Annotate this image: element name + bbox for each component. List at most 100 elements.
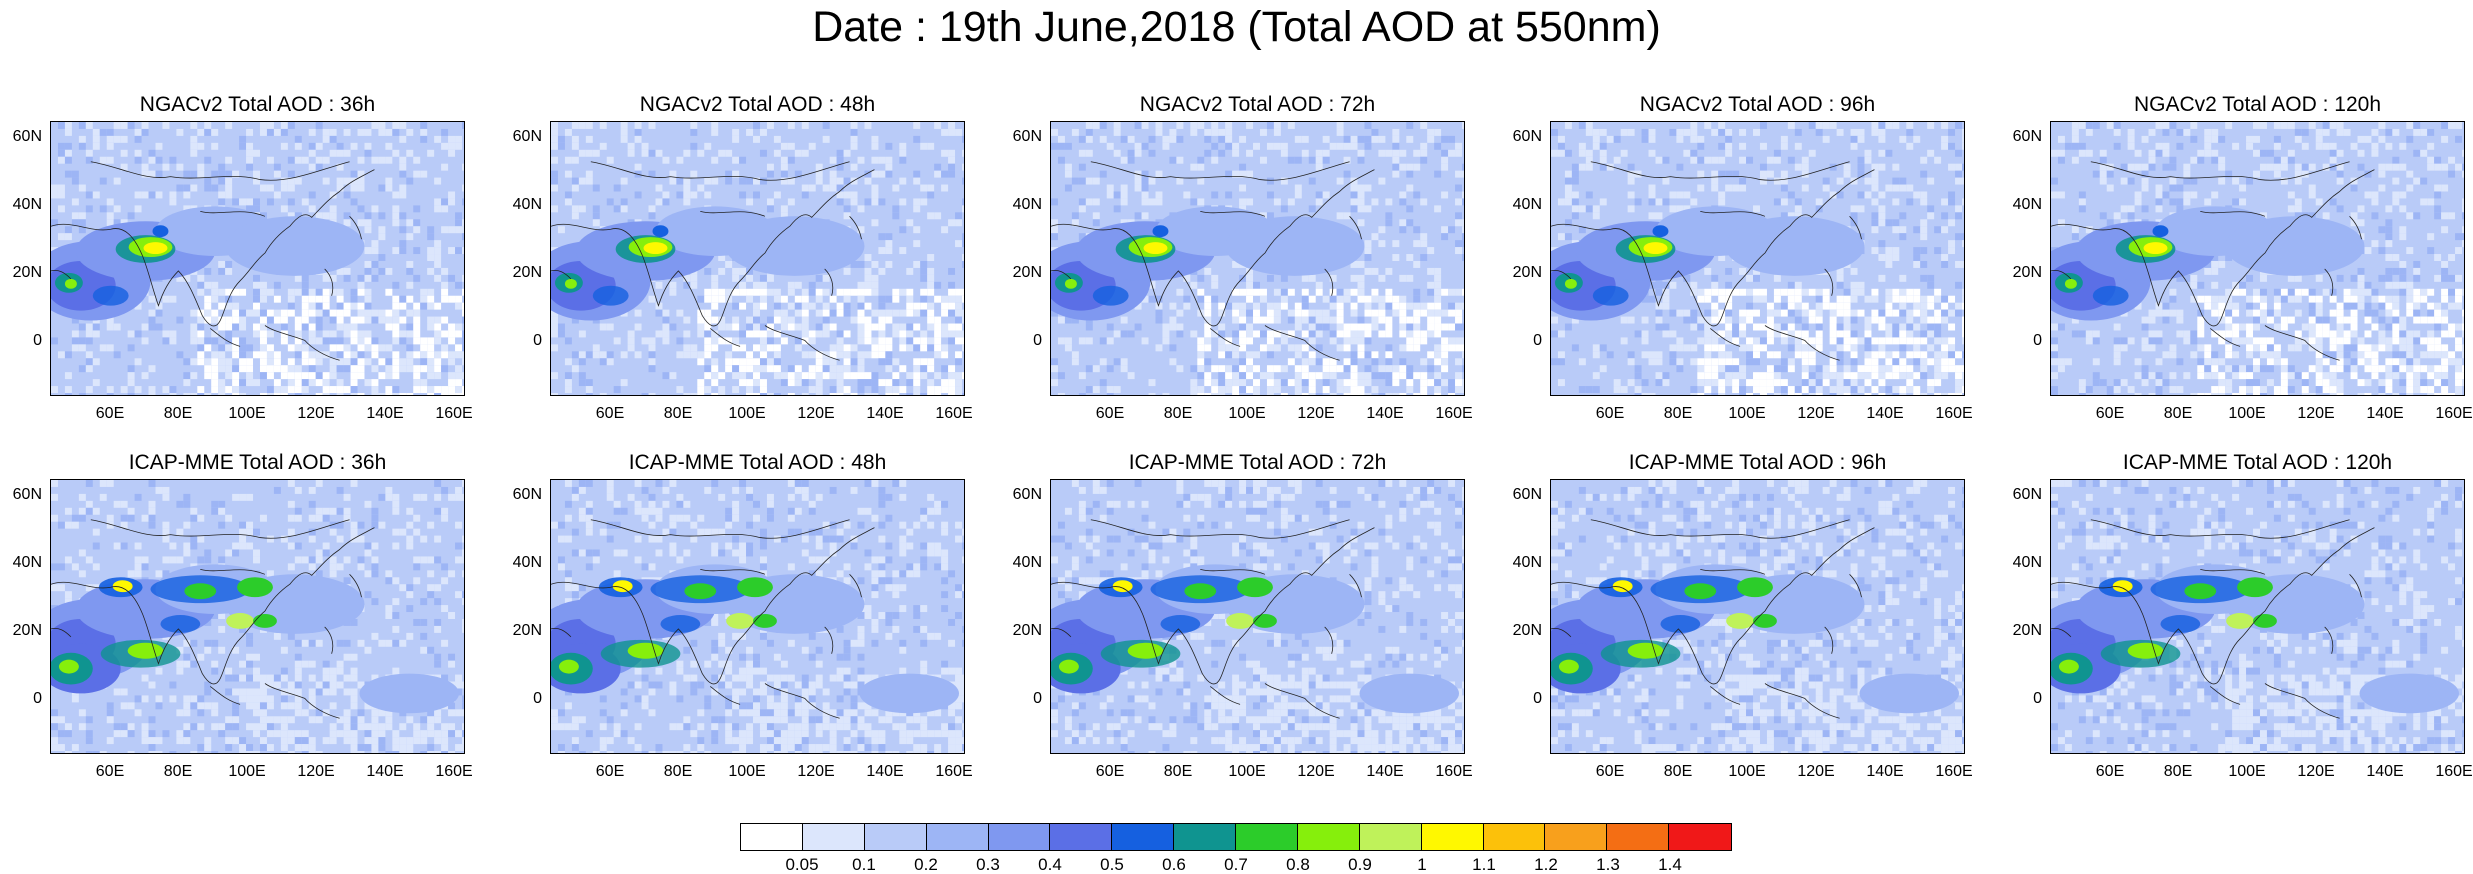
lon-tick-label: 80E — [2163, 405, 2193, 422]
colorbar-label: 0.6 — [1162, 855, 1186, 874]
lat-tick-label: 20N — [12, 264, 42, 281]
lat-tick-label: 0 — [533, 332, 542, 349]
lat-tick-label: 20N — [1012, 264, 1042, 281]
lat-tick-label: 60N — [1512, 486, 1542, 503]
lat-tick-label: 60N — [2012, 486, 2042, 503]
lon-tick-label: 120E — [1797, 763, 1835, 780]
map-panel: NGACv2 Total AOD : 120h 60N 40N 20N 0 60E 80E 1… — [2013, 93, 2473, 422]
lat-tick-label: 20N — [1512, 264, 1542, 281]
lon-tick-label: 100E — [228, 763, 266, 780]
colorbar-label: 1 — [1417, 855, 1427, 874]
lon-tick-label: 60E — [1595, 763, 1625, 780]
colorbar-label: 0.2 — [914, 855, 938, 874]
lon-tick-label: 160E — [1435, 405, 1473, 422]
lon-tick-label: 160E — [2435, 405, 2473, 422]
lon-tick-label: 140E — [866, 405, 904, 422]
lat-tick-label: 40N — [1012, 554, 1042, 571]
lat-tick-label: 0 — [2033, 690, 2042, 707]
lon-tick-label: 160E — [935, 763, 973, 780]
lon-tick-label: 160E — [1435, 763, 1473, 780]
map-panel: NGACv2 Total AOD : 72h 60N 40N 20N 0 60E 80E 10… — [1013, 93, 1473, 422]
aod-map — [1050, 479, 1465, 754]
aod-field — [1051, 480, 1464, 753]
lon-tick-label: 60E — [1095, 763, 1125, 780]
lat-tick-label: 20N — [1512, 622, 1542, 639]
colorbar-box — [1607, 824, 1670, 850]
aod-map — [2050, 479, 2465, 754]
lon-tick-label: 160E — [935, 405, 973, 422]
lat-tick-label: 40N — [12, 196, 42, 213]
lat-tick-label: 60N — [2012, 128, 2042, 145]
panel-title: NGACv2 Total AOD : 36h — [139, 93, 376, 116]
colorbar-box — [1669, 824, 1731, 850]
lon-tick-label: 100E — [1728, 405, 1766, 422]
panel-title: ICAP-MME Total AOD : 120h — [2122, 451, 2393, 474]
lon-tick-label: 80E — [163, 763, 193, 780]
aod-map — [550, 479, 965, 754]
lon-tick-label: 160E — [435, 763, 473, 780]
colorbar-label: 0.5 — [1100, 855, 1124, 874]
colorbar-label: 1.2 — [1534, 855, 1558, 874]
lon-tick-label: 120E — [1297, 763, 1335, 780]
aod-field — [1551, 480, 1964, 753]
lon-tick-label: 60E — [2095, 763, 2125, 780]
colorbar-label: 0.3 — [976, 855, 1000, 874]
lon-tick-label: 140E — [366, 405, 404, 422]
lon-tick-label: 60E — [1095, 405, 1125, 422]
map-panel: ICAP-MME Total AOD : 120h 60N 40N 20N 0 60E 80… — [2013, 451, 2473, 780]
aod-field — [51, 480, 464, 753]
lon-tick-label: 80E — [663, 405, 693, 422]
lon-tick-label: 140E — [1366, 763, 1404, 780]
lat-tick-label: 40N — [1512, 196, 1542, 213]
lat-tick-label: 40N — [12, 554, 42, 571]
lon-tick-label: 140E — [1866, 763, 1904, 780]
lon-tick-label: 60E — [2095, 405, 2125, 422]
map-panel: NGACv2 Total AOD : 36h 60N 40N 20N 0 60E 80E 10… — [13, 93, 473, 422]
lat-tick-label: 60N — [12, 486, 42, 503]
colorbar-label: 0.7 — [1224, 855, 1248, 874]
map-panel: ICAP-MME Total AOD : 96h 60N 40N 20N 0 60E 80E… — [1513, 451, 1973, 780]
aod-map — [1550, 479, 1965, 754]
colorbar-box — [988, 824, 1051, 850]
panel-title: ICAP-MME Total AOD : 96h — [1628, 451, 1887, 474]
lon-tick-label: 100E — [728, 763, 766, 780]
lon-tick-label: 60E — [95, 405, 125, 422]
lon-tick-label: 140E — [2366, 405, 2404, 422]
lat-tick-label: 20N — [1012, 622, 1042, 639]
aod-field — [551, 480, 964, 753]
colorbar-box — [1359, 824, 1422, 850]
lat-tick-label: 40N — [1512, 554, 1542, 571]
colorbar-box — [1174, 824, 1236, 850]
lat-tick-label: 0 — [1533, 332, 1542, 349]
colorbar-box — [1236, 824, 1298, 850]
colorbar-box — [1483, 824, 1546, 850]
aod-map — [50, 479, 465, 754]
lon-tick-label: 140E — [366, 763, 404, 780]
aod-field — [2051, 122, 2464, 395]
lon-tick-label: 120E — [2297, 763, 2335, 780]
map-panel: ICAP-MME Total AOD : 48h 60N 40N 20N 0 60E 80E… — [513, 451, 973, 780]
lon-tick-label: 140E — [2366, 763, 2404, 780]
colorbar-box — [1112, 824, 1175, 850]
lon-tick-label: 60E — [95, 763, 125, 780]
panel-title: ICAP-MME Total AOD : 36h — [128, 451, 387, 474]
colorbar-label: 0.9 — [1348, 855, 1372, 874]
lat-tick-label: 20N — [12, 622, 42, 639]
colorbar-box — [1421, 824, 1484, 850]
figure-title: Date : 19th June,2018 (Total AOD at 550n… — [812, 3, 1661, 51]
lon-tick-label: 80E — [1163, 763, 1193, 780]
lat-tick-label: 40N — [2012, 196, 2042, 213]
lon-tick-label: 140E — [866, 763, 904, 780]
aod-field — [51, 122, 464, 395]
lon-tick-label: 120E — [1797, 405, 1835, 422]
panel-title: ICAP-MME Total AOD : 72h — [1128, 451, 1387, 474]
lat-tick-label: 40N — [2012, 554, 2042, 571]
colorbar-box — [802, 824, 865, 850]
colorbar-box — [926, 824, 989, 850]
lat-tick-label: 0 — [1533, 690, 1542, 707]
colorbar-label: 0.1 — [852, 855, 876, 874]
lat-tick-label: 0 — [533, 690, 542, 707]
lat-tick-label: 20N — [2012, 264, 2042, 281]
lon-tick-label: 140E — [1866, 405, 1904, 422]
lon-tick-label: 60E — [1595, 405, 1625, 422]
